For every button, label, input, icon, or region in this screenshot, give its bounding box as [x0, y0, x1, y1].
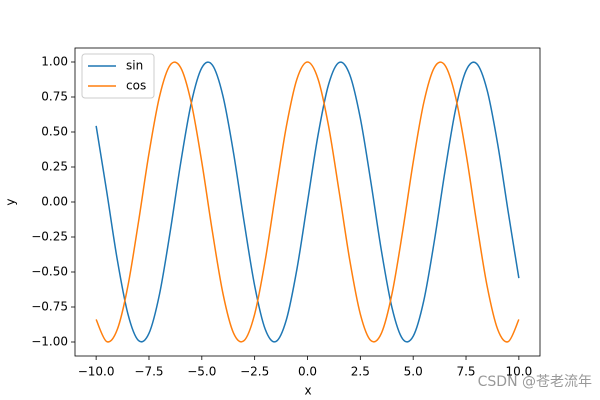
y-tick-label: 0.25 [41, 160, 68, 174]
x-tick-label: −5.0 [187, 365, 216, 379]
x-tick-label: 10.0 [506, 365, 533, 379]
x-axis-label: x [304, 384, 311, 398]
y-tick-label: 0.00 [41, 195, 68, 209]
watermark: CSDN @苍老流年 [478, 374, 592, 390]
y-axis-label: y [4, 198, 18, 205]
y-tick-label: 0.50 [41, 125, 68, 139]
x-tick-label: 0.0 [298, 365, 317, 379]
y-tick-label: −1.00 [31, 335, 68, 349]
y-tick-label: 0.75 [41, 90, 68, 104]
x-tick-label: 2.5 [351, 365, 370, 379]
line-series [95, 61, 520, 343]
x-tick-label: −7.5 [134, 365, 163, 379]
y-tick-label: −0.50 [31, 265, 68, 279]
y-tick-label: −0.25 [31, 230, 68, 244]
y-tick-label: −0.75 [31, 300, 68, 314]
x-tick-label: −10.0 [78, 365, 115, 379]
legend-label: cos [126, 79, 146, 93]
line-series [95, 61, 520, 343]
y-tick-label: 1.00 [41, 55, 68, 69]
x-tick-label: 7.5 [456, 365, 475, 379]
x-tick-label: −2.5 [240, 365, 269, 379]
legend-box [81, 53, 155, 99]
legend-label: sin [126, 59, 143, 73]
x-tick-label: 5.0 [404, 365, 423, 379]
